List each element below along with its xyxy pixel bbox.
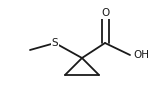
Text: OH: OH [133,50,149,60]
Text: S: S [52,38,58,48]
Text: O: O [101,8,109,18]
